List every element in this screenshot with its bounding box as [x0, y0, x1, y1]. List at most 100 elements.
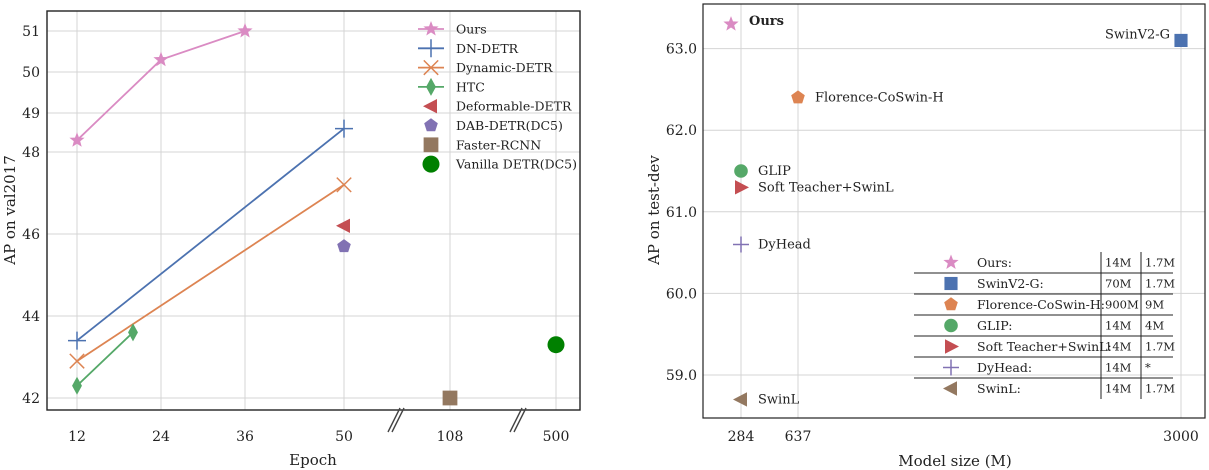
point-dab-detr-dc5-0: [337, 239, 351, 253]
right-y-tick-60-0: 60.0: [666, 286, 697, 302]
table-c1-dyhead: 14M: [1105, 361, 1132, 375]
point-htc-1: [128, 323, 138, 342]
axis-break-2: [509, 407, 523, 433]
legend-marker-htc: [426, 77, 436, 96]
legend-label-dn-detr: DN-DETR: [456, 41, 519, 56]
axis-break-2: [513, 407, 527, 433]
left-grid: [47, 11, 580, 410]
left-x-tick-24: 24: [152, 429, 170, 445]
left-y-ticks: 42 44 46 48 49 50 51: [22, 24, 40, 407]
left-y-tick-50: 50: [22, 65, 40, 81]
table-name-glip: GLIP:: [977, 318, 1012, 333]
table-c1-ours: 14M: [1105, 256, 1132, 270]
table-marker-soft-teacher-swinl: [945, 339, 959, 354]
table-c2-soft-teacher-swinl: 1.7M: [1145, 340, 1175, 354]
right-x-axis-label: Model size (M): [898, 452, 1012, 470]
left-x-tick-50: 50: [335, 429, 353, 445]
point-dyhead: [733, 236, 749, 253]
left-x-tick-108: 108: [437, 429, 464, 445]
annotation-soft-teacher-swinl: Soft Teacher+SwinL: [758, 180, 894, 195]
table-marker-florence-coswin-h: [944, 297, 958, 311]
point-florence-coswin-h: [791, 90, 805, 104]
point-dynamic-detr-0: [69, 353, 85, 369]
table-c1-glip: 14M: [1105, 319, 1132, 333]
table-name-swinl: SwinL:: [977, 381, 1021, 396]
right-y-tick-63-0: 63.0: [666, 42, 697, 58]
left-x-ticks: 12 24 36 50 108 500: [68, 429, 569, 445]
table-marker-dyhead: [943, 359, 959, 376]
legend-label-ours: Ours: [456, 22, 487, 37]
table-c2-swinl: 1.7M: [1145, 382, 1175, 396]
left-y-tick-44: 44: [22, 309, 40, 325]
legend-marker-deformable-detr: [423, 99, 437, 114]
annotation-swinl: SwinL: [758, 392, 800, 407]
left-chart: 12 24 36 50 108 500 42 44 46 48 49 50 51 Ours DN-DET…: [1, 10, 581, 469]
left-y-tick-49: 49: [22, 106, 40, 122]
table-name-dyhead: DyHead:: [977, 360, 1032, 375]
table-c2-dyhead: *: [1145, 361, 1151, 375]
annotation-dyhead: DyHead: [758, 237, 811, 252]
table-marker-glip: [944, 318, 958, 333]
right-y-axis-label: AP on test-dev: [645, 155, 663, 266]
left-y-tick-46: 46: [22, 227, 40, 243]
point-ours-1: [153, 51, 169, 67]
point-deformable-detr-0: [336, 218, 350, 233]
left-series-lines: [76, 30, 345, 387]
point-glip: [734, 164, 748, 178]
right-legend-table: Ours: 14M 1.7M SwinV2-G: 70M 1.7M Florence-CoS…: [914, 252, 1175, 399]
point-ours-2: [237, 23, 253, 38]
legend-label-dynamic-detr: Dynamic-DETR: [456, 60, 553, 75]
left-x-tick-500: 500: [543, 429, 570, 445]
left-legend: Ours DN-DETR Dynamic-DETR HTC Deformable-DET…: [418, 21, 577, 173]
table-c2-ours: 1.7M: [1145, 256, 1175, 270]
annotation-glip: GLIP: [758, 164, 791, 179]
annotation-florence-coswin-h: Florence-CoSwin-H: [815, 91, 944, 106]
point-ours: [723, 16, 739, 31]
legend-label-htc: HTC: [456, 79, 485, 94]
table-marker-swinl: [943, 381, 957, 396]
table-c1-florence-coswin-h: 900M: [1105, 298, 1139, 312]
right-x-tick-637: 637: [785, 429, 812, 445]
legend-marker-dn-detr: [422, 39, 440, 58]
axis-break-1: [387, 407, 401, 433]
point-swinv2-g: [1174, 33, 1188, 47]
point-ours-0: [69, 132, 85, 147]
right-grid: [703, 4, 1205, 418]
left-y-tick-42: 42: [22, 391, 40, 407]
left-y-tick-48: 48: [22, 145, 40, 161]
legend-marker-dab-detr-dc5: [424, 118, 438, 132]
legend-marker-dynamic-detr: [423, 59, 439, 76]
point-faster-rcnn-0: [442, 390, 458, 406]
right-plot-frame: [702, 3, 1206, 419]
line-htc: [76, 331, 134, 387]
right-y-ticks: 59.0 60.0 61.0 62.0 63.0: [666, 42, 697, 384]
point-soft-teacher-swinl: [735, 180, 749, 195]
table-marker-ours: [943, 254, 959, 269]
left-series-markers: [68, 23, 565, 406]
left-y-axis-label: AP on val2017: [1, 155, 19, 266]
right-x-tick-284: 284: [728, 429, 755, 445]
legend-marker-faster-rcnn: [423, 137, 439, 153]
legend-label-vanilla-detr-dc5: Vanilla DETR(DC5): [455, 157, 577, 172]
left-x-axis-label: Epoch: [289, 451, 337, 469]
axis-break-1: [391, 407, 405, 433]
point-dn-detr-1: [335, 119, 353, 138]
table-name-ours: Ours:: [977, 255, 1012, 270]
right-x-tick-3000: 3000: [1163, 429, 1199, 445]
legend-marker-ours: [423, 21, 439, 36]
table-c1-swinl: 14M: [1105, 382, 1132, 396]
table-c2-swinv2-g: 1.7M: [1145, 277, 1175, 291]
table-name-soft-teacher-swinl: Soft Teacher+SwinL:: [977, 339, 1112, 354]
right-y-tick-62-0: 62.0: [666, 123, 697, 139]
line-dynamic-detr: [76, 184, 345, 362]
point-vanilla-detr-dc5-0: [547, 336, 565, 354]
table-name-florence-coswin-h: Florence-CoSwin-H:: [977, 297, 1105, 312]
annotation-ours: Ours: [749, 14, 784, 29]
left-axis-breaks: [387, 407, 527, 433]
point-dynamic-detr-1: [336, 177, 352, 193]
right-markers: [723, 16, 1188, 407]
left-plot-frame: [46, 10, 581, 411]
